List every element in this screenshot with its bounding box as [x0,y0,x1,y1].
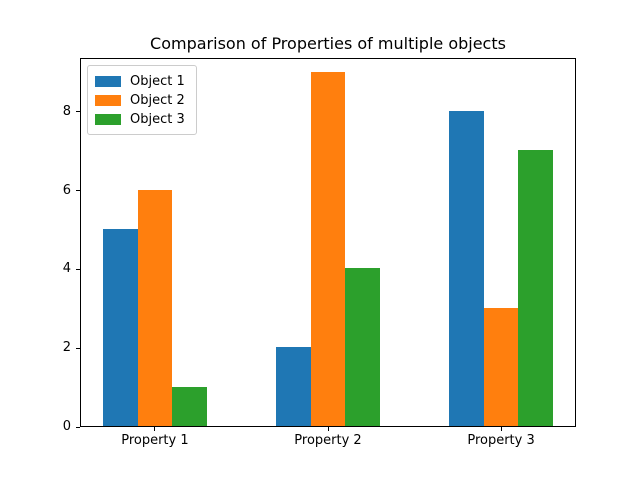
x-tick-label: Property 1 [121,433,189,448]
legend-label: Object 1 [130,73,185,89]
x-tick-mark [154,427,156,431]
y-tick-mark [76,111,80,113]
bar-object1-property1 [103,229,138,426]
bar-object1-property2 [276,347,311,426]
legend-item: Object 1 [95,72,188,90]
legend-item: Object 2 [95,91,188,109]
legend-label: Object 3 [130,111,185,127]
plot-area [80,58,576,427]
x-tick-mark [500,427,502,431]
x-tick-label: Property 3 [467,433,535,448]
bar-object3-property1 [172,386,207,426]
y-tick-mark [76,190,80,192]
y-tick-mark [76,268,80,270]
legend-label: Object 2 [130,92,185,108]
y-tick-mark [76,426,80,428]
bar-object1-property3 [449,110,484,426]
bar-object2-property2 [310,71,346,426]
y-tick-label: 8 [62,103,71,119]
bar-object3-property3 [518,150,553,426]
y-tick-mark [76,347,80,349]
legend-item: Object 3 [95,110,188,128]
y-tick-label: 0 [62,419,71,434]
y-tick-label: 4 [62,261,71,277]
bar-object3-property2 [345,268,380,426]
legend-swatch-object-1 [95,75,121,87]
x-tick-mark [327,427,329,431]
legend-swatch-object-3 [95,113,121,125]
y-tick-label: 2 [62,340,71,356]
chart-title: Comparison of Properties of multiple obj… [150,34,506,53]
bar-object2-property3 [483,307,519,426]
bar-object2-property1 [137,189,173,426]
legend: Object 1 Object 2 Object 3 [87,65,197,135]
legend-swatch-object-2 [95,94,121,106]
y-tick-label: 6 [62,182,71,198]
x-tick-label: Property 2 [294,433,362,448]
